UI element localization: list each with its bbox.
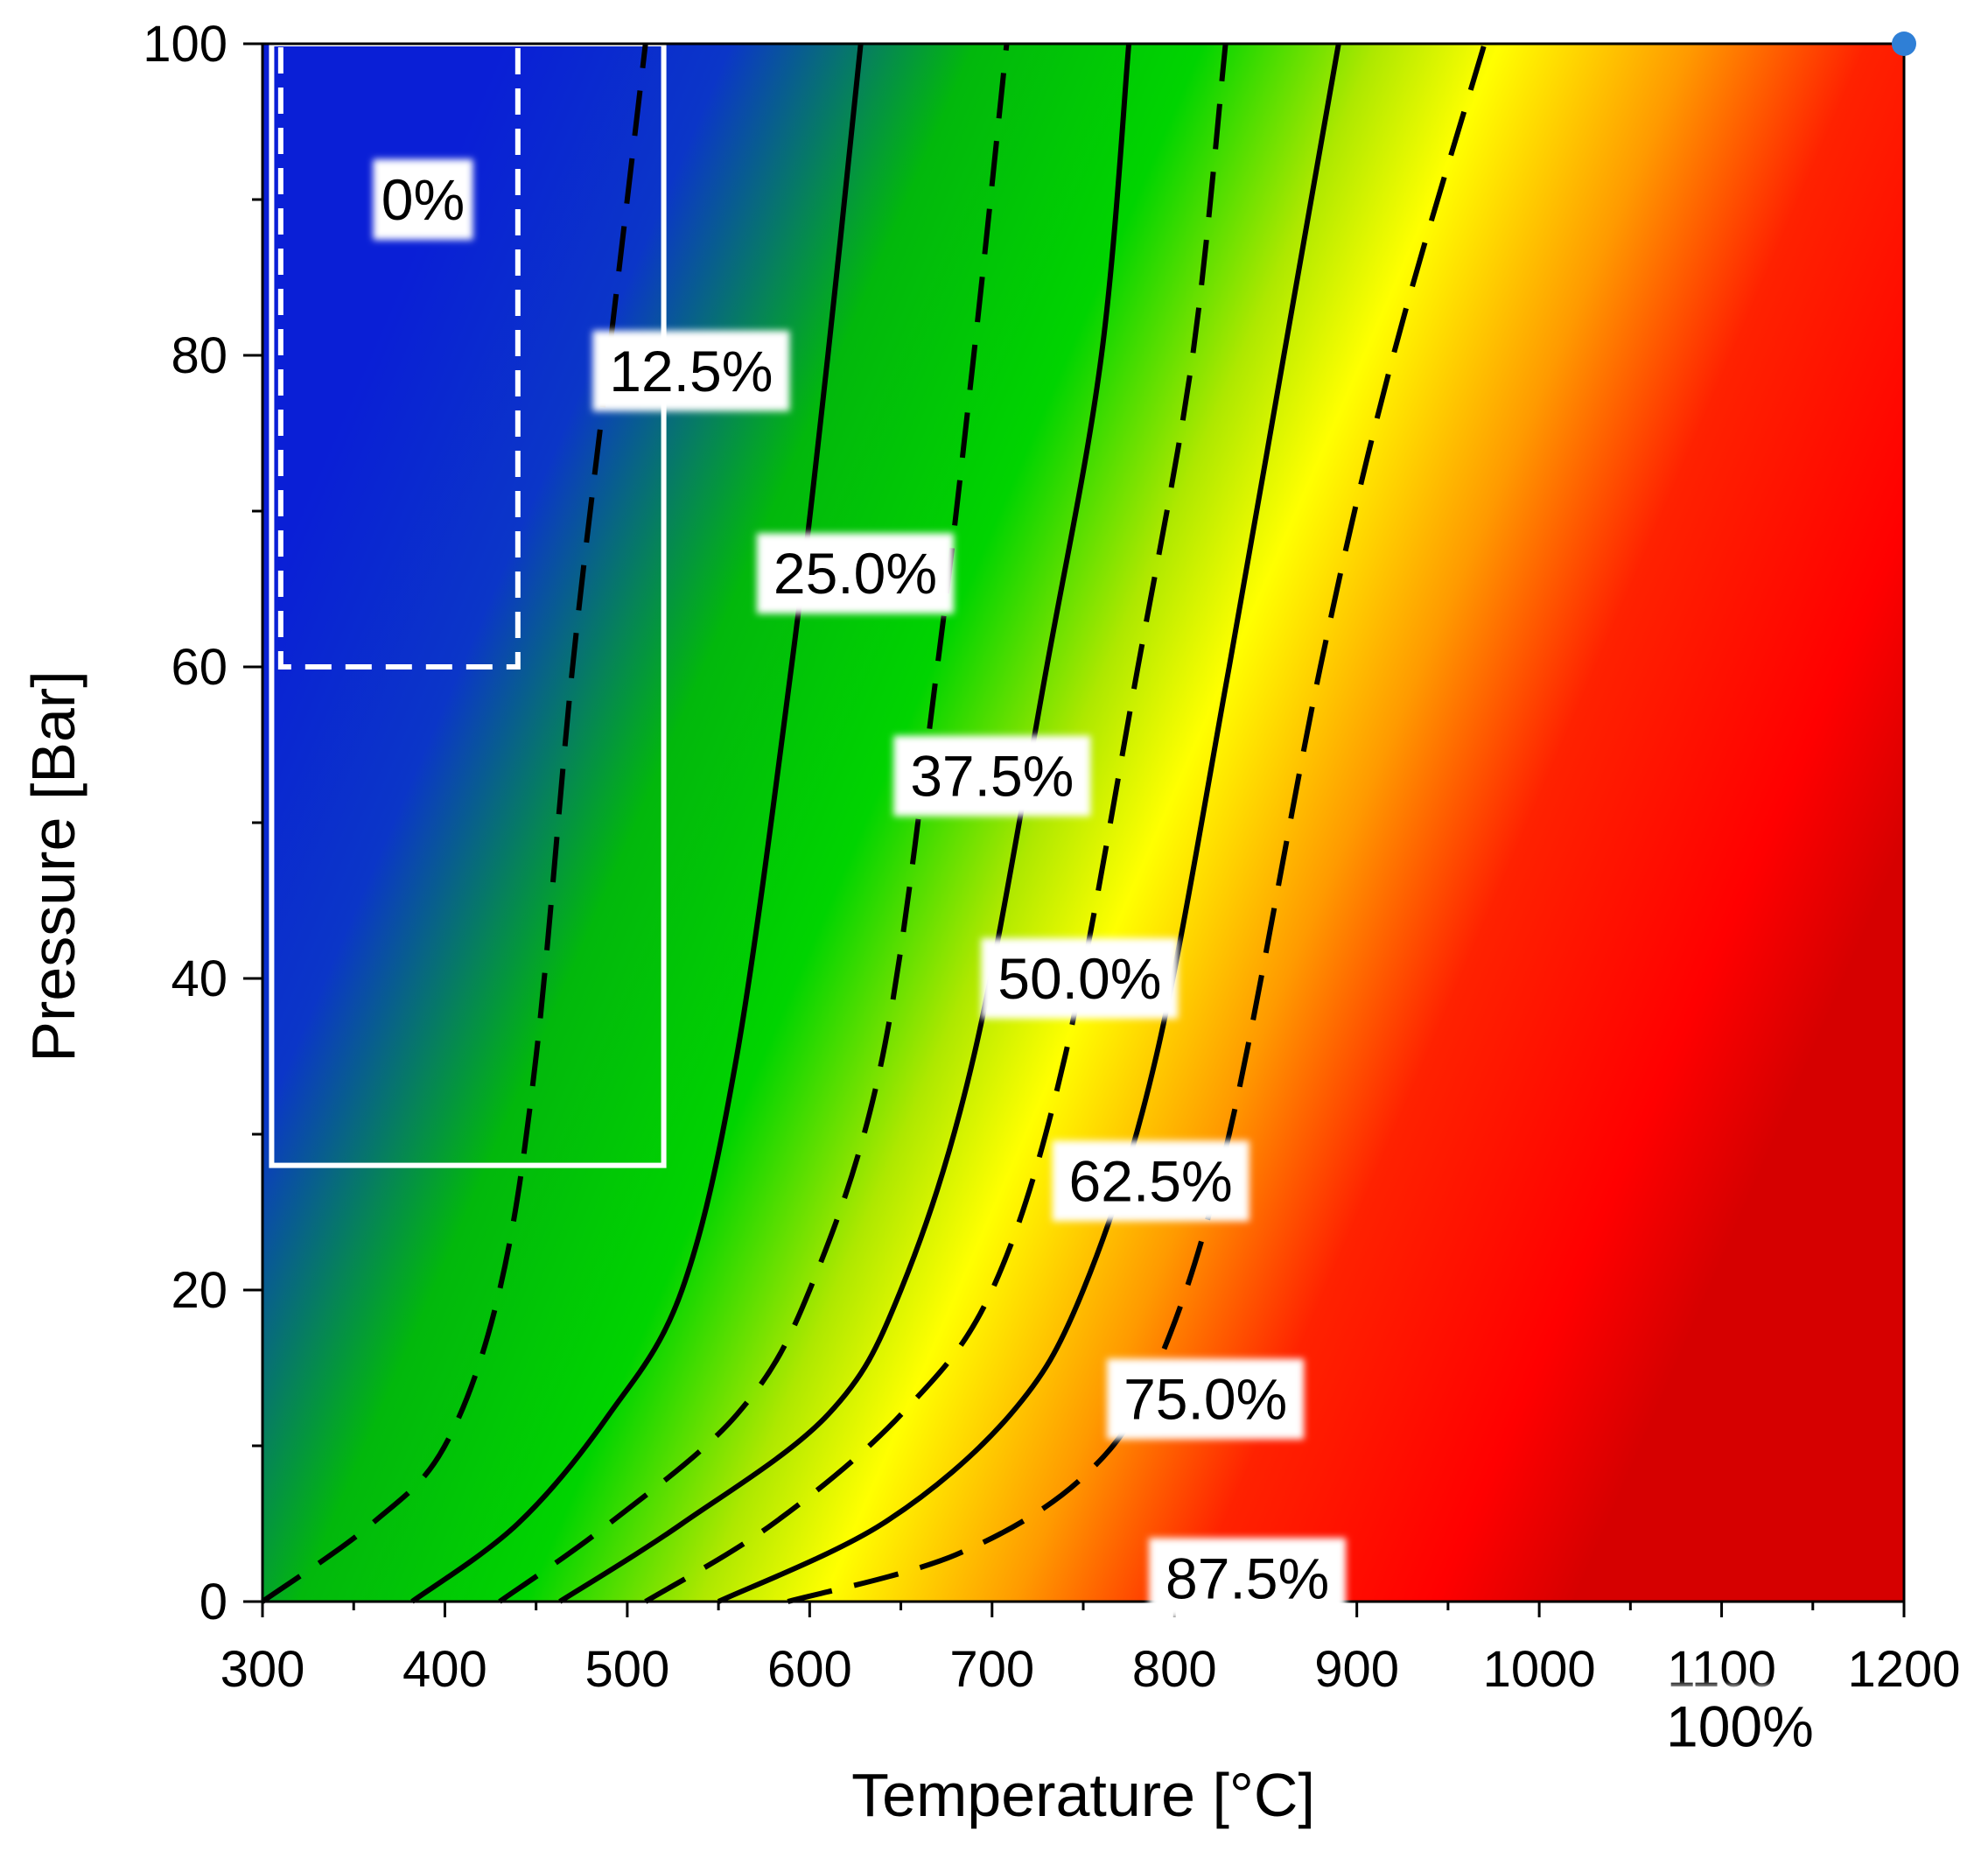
contour-line-37-5pct	[498, 43, 1010, 1604]
corner-marker	[1892, 32, 1916, 56]
label-background	[981, 938, 1179, 1019]
contour-label-62-5pct: 62.5%	[1052, 1140, 1250, 1222]
y-tick-label: 60	[171, 639, 228, 696]
label-background	[1107, 1358, 1305, 1440]
x-tick-label: 300	[220, 1641, 305, 1698]
label-text: 62.5%	[1069, 1148, 1233, 1213]
x-tick-label: 700	[949, 1641, 1034, 1698]
contour-label-25-0pct: 25.0%	[756, 533, 954, 614]
contour-label-75-0pct: 75.0%	[1107, 1358, 1305, 1440]
heatmap-fill	[262, 44, 1904, 1602]
y-tick-label: 100	[143, 16, 228, 73]
label-text: 100%	[1666, 1693, 1814, 1758]
label-background	[1657, 1686, 1823, 1767]
x-axis-title: Temperature [°C]	[851, 1761, 1315, 1829]
label-text: 37.5%	[910, 744, 1074, 809]
contour-line-62-5pct	[644, 43, 1228, 1604]
label-text: 87.5%	[1166, 1546, 1329, 1610]
label-text: 12.5%	[609, 339, 773, 403]
contour-labels: 0% 12.5% 25.0% 37.5% 50.0% 62.5% 75.0% 87.5% 100…	[373, 159, 1823, 1767]
axis-ticks	[243, 42, 1906, 1617]
label-background	[1149, 1538, 1347, 1619]
contour-line-25-0pct	[410, 43, 864, 1604]
axis-tick-labels: 300 400 500 600 700 800 900 1000 1100 12000204060…	[143, 16, 1960, 1698]
label-background	[373, 159, 473, 240]
label-text: 50.0%	[998, 946, 1161, 1011]
contour-label-50-0pct: 50.0%	[981, 938, 1179, 1019]
y-tick-label: 20	[171, 1262, 228, 1319]
contour-label-87-5pct: 87.5%	[1149, 1538, 1347, 1619]
x-tick-label: 500	[584, 1641, 669, 1698]
x-tick-label: 400	[402, 1641, 487, 1698]
label-text: 75.0%	[1124, 1367, 1287, 1432]
contour-line-87-5pct	[787, 43, 1488, 1604]
x-tick-label: 1200	[1847, 1641, 1960, 1698]
x-tick-label: 800	[1132, 1641, 1217, 1698]
contour-line-12-5pct	[261, 43, 648, 1604]
contour-label-37-5pct: 37.5%	[893, 735, 1091, 817]
label-background	[1052, 1140, 1250, 1222]
label-text: 25.0%	[774, 541, 937, 606]
contour-label-12-5pct: 12.5%	[592, 330, 790, 411]
x-tick-label: 1000	[1483, 1641, 1596, 1698]
contour-label-0pct: 0%	[373, 159, 473, 240]
label-background	[592, 330, 790, 411]
y-tick-label: 0	[200, 1574, 228, 1630]
x-tick-label: 900	[1314, 1641, 1399, 1698]
label-text: 0%	[382, 167, 465, 232]
dashed-box	[277, 41, 521, 670]
y-tick-label: 40	[171, 950, 228, 1007]
contour-label-100pct: 100%	[1657, 1686, 1823, 1767]
contour-lines	[261, 43, 1488, 1604]
x-tick-label: 600	[767, 1641, 852, 1698]
label-background	[893, 735, 1091, 817]
contour-line-75-0pct	[717, 43, 1341, 1604]
contour-line-50-0pct	[558, 43, 1132, 1604]
y-axis-title: Pressure [Bar]	[19, 670, 88, 1062]
y-tick-label: 80	[171, 327, 228, 384]
label-background	[756, 533, 954, 614]
